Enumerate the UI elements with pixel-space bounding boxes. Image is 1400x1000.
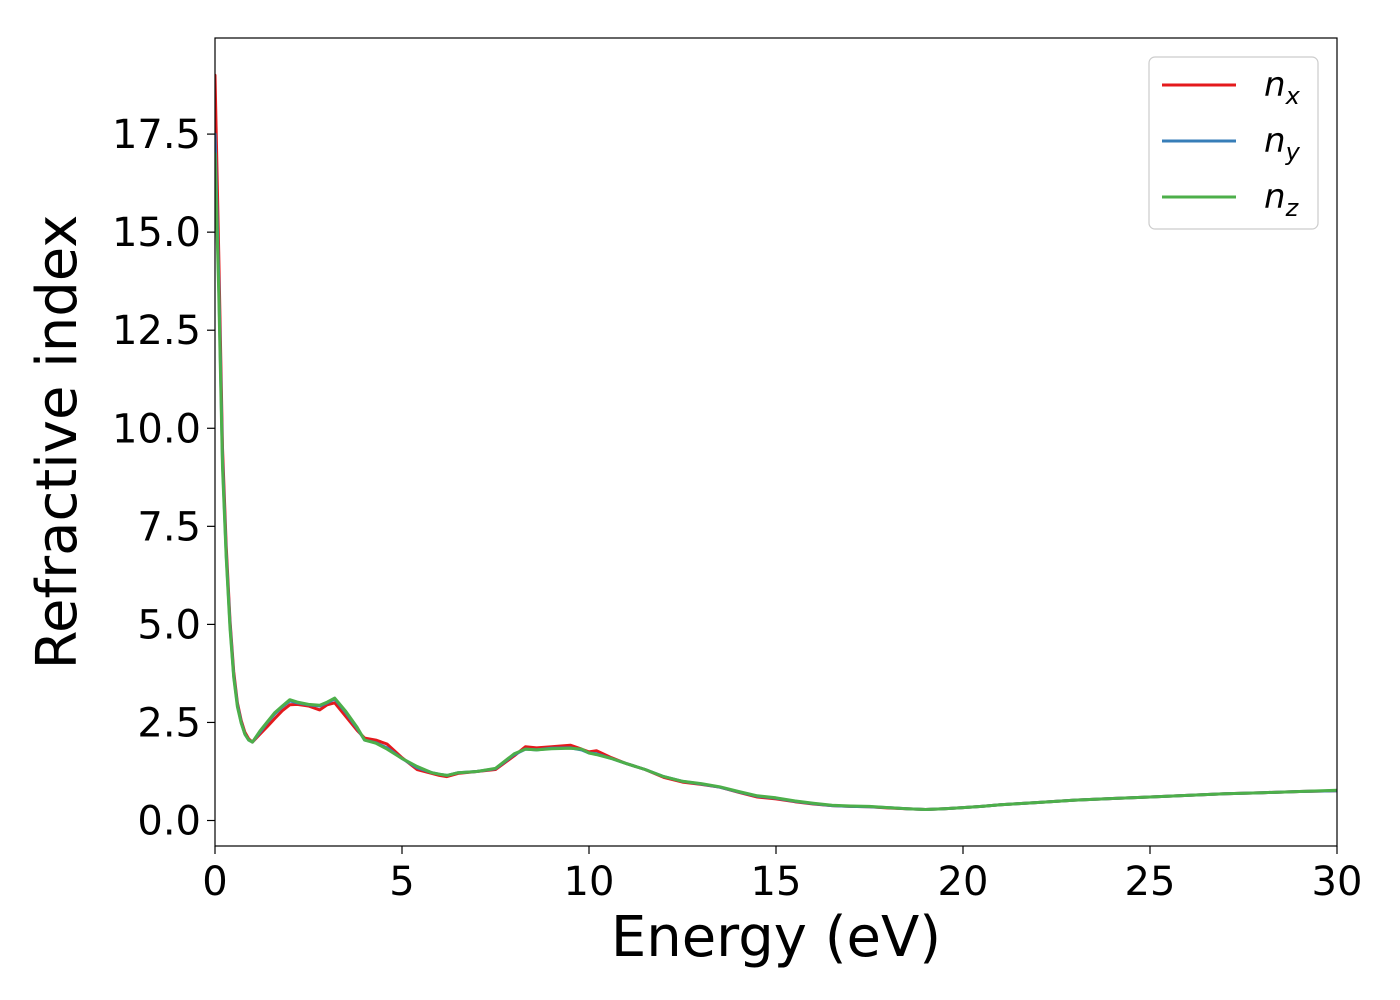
legend-label-nz: nz — [1264, 177, 1300, 222]
y-axis-label: Refractive index — [25, 215, 90, 670]
y-tick-label: 2.5 — [137, 700, 201, 746]
legend: nx ny nz — [1148, 56, 1319, 230]
series-line-nz — [215, 152, 1337, 811]
x-tick-label: 0 — [202, 859, 227, 905]
x-axis-ticks: 0 5 10 15 20 25 30 — [202, 846, 1362, 905]
x-tick-label: 30 — [1312, 859, 1363, 905]
series-layer — [215, 73, 1337, 811]
x-tick-label: 20 — [938, 859, 989, 905]
y-tick-label: 15.0 — [112, 210, 201, 256]
legend-label-ny: ny — [1264, 121, 1301, 166]
y-tick-label: 0.0 — [137, 799, 201, 845]
x-tick-label: 25 — [1125, 859, 1176, 905]
y-axis-ticks: 0.0 2.5 5.0 7.5 10.0 12.5 15.0 17.5 — [112, 112, 215, 845]
x-tick-label: 10 — [564, 859, 615, 905]
y-tick-label: 7.5 — [137, 504, 201, 550]
y-tick-label: 17.5 — [112, 112, 201, 158]
y-tick-label: 12.5 — [112, 308, 201, 354]
y-tick-label: 5.0 — [137, 602, 201, 648]
x-tick-label: 5 — [389, 859, 414, 905]
legend-box — [1148, 56, 1319, 230]
x-axis-label: Energy (eV) — [611, 905, 941, 970]
legend-label-nx: nx — [1264, 65, 1301, 110]
y-tick-label: 10.0 — [112, 406, 201, 452]
x-tick-label: 15 — [751, 859, 802, 905]
